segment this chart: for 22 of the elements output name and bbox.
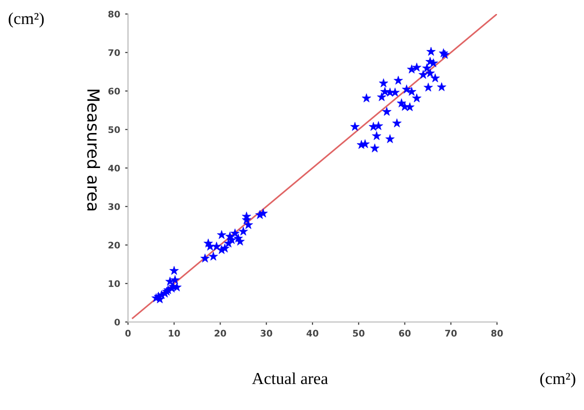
y-tick-label: 0 [114,318,120,326]
x-tick-label: 80 [491,330,503,337]
x-tick-label: 0 [125,330,131,337]
y-axis-title: Measured area [87,90,100,210]
y-tick-label: 70 [108,49,120,56]
x-tick-label: 60 [399,330,411,337]
x-tick-label: 50 [353,330,364,337]
y-tick-label: 10 [108,280,120,288]
x-tick-label: 40 [306,330,318,337]
y-tick-label: 50 [108,126,120,134]
x-tick-label: 20 [214,330,226,337]
text: (cm²) [8,12,44,28]
y-tick-label: 30 [108,203,120,210]
y-tick-label: 80 [108,10,120,18]
x-tick-label: 70 [445,330,457,337]
y-tick-label: 60 [108,88,120,95]
x-tick-label: 30 [260,330,272,337]
y-tick-label: 40 [108,164,120,172]
y-tick-label: 20 [108,242,120,249]
x-axis-title: Actual area [252,372,328,384]
x-tick-label: 10 [168,330,180,337]
text: (cm²) [540,372,576,388]
